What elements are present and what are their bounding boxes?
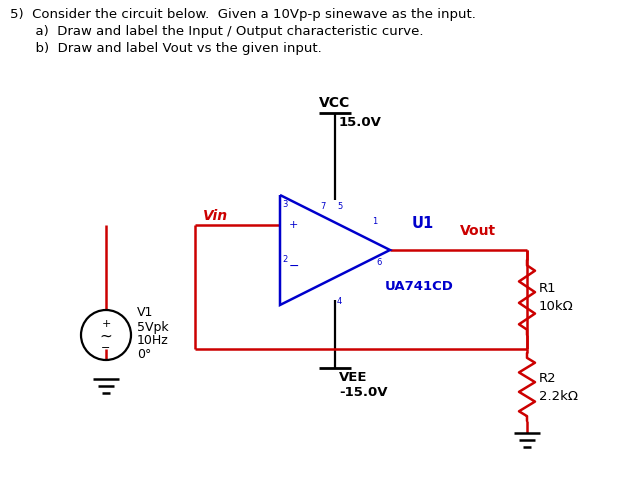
Text: R1: R1 — [539, 282, 557, 295]
Text: 7: 7 — [321, 202, 326, 211]
Text: 6: 6 — [376, 258, 381, 267]
Text: 15.0V: 15.0V — [339, 116, 382, 129]
Text: 10kΩ: 10kΩ — [539, 300, 573, 313]
Text: -15.0V: -15.0V — [339, 386, 388, 399]
Text: Vin: Vin — [203, 208, 228, 223]
Text: V1: V1 — [137, 307, 154, 319]
Text: +: + — [289, 220, 298, 230]
Text: ~: ~ — [100, 329, 112, 344]
Text: Vout: Vout — [460, 224, 496, 238]
Text: 1: 1 — [372, 217, 378, 226]
Text: U1: U1 — [412, 215, 434, 230]
Text: UA741CD: UA741CD — [385, 280, 454, 294]
Text: 0°: 0° — [137, 348, 152, 362]
Text: R2: R2 — [539, 371, 557, 384]
Text: −: − — [289, 260, 300, 273]
Text: 3: 3 — [282, 200, 288, 209]
Text: 2: 2 — [282, 256, 287, 264]
Text: +: + — [101, 319, 110, 329]
Text: VCC: VCC — [319, 96, 351, 110]
Text: 5Vpk: 5Vpk — [137, 320, 168, 333]
Text: 5)  Consider the circuit below.  Given a 10Vp-p sinewave as the input.: 5) Consider the circuit below. Given a 1… — [10, 8, 476, 21]
Text: VEE: VEE — [339, 371, 368, 384]
Text: 2.2kΩ: 2.2kΩ — [539, 389, 578, 402]
Text: 5: 5 — [337, 202, 342, 211]
Text: −: − — [101, 343, 110, 353]
Text: b)  Draw and label Vout vs the given input.: b) Draw and label Vout vs the given inpu… — [10, 42, 322, 55]
Text: 4: 4 — [337, 297, 342, 306]
Text: a)  Draw and label the Input / Output characteristic curve.: a) Draw and label the Input / Output cha… — [10, 25, 424, 38]
Text: 10Hz: 10Hz — [137, 334, 168, 347]
